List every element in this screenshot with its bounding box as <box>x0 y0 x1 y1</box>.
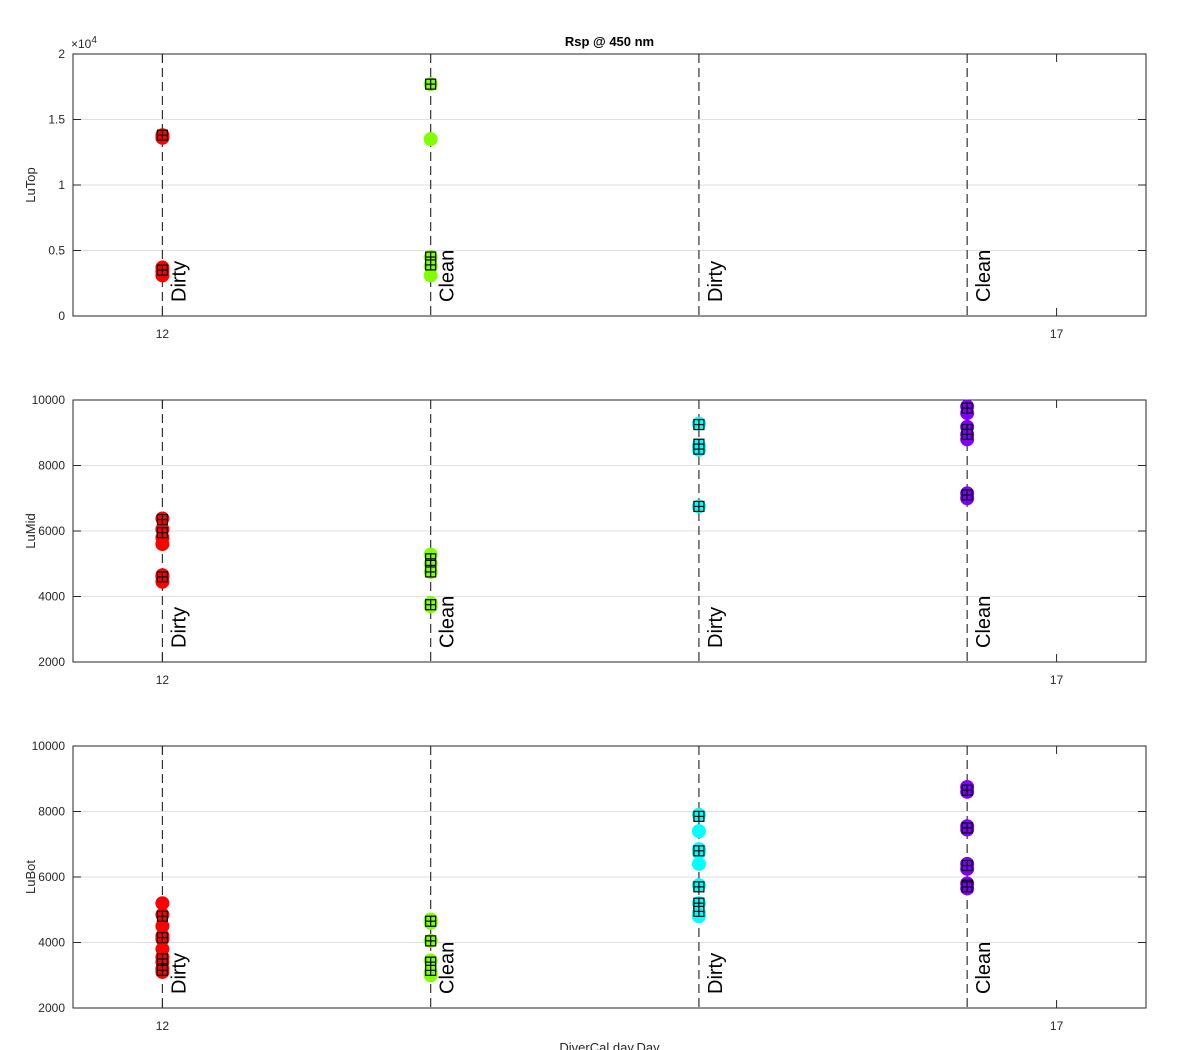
y-tick-label: 2000 <box>38 655 65 669</box>
x-tick-label: 12 <box>156 1019 170 1033</box>
axes-3: 2000 4000 6000 8000 10000 12 17 LuBot DiverCal.d… <box>23 739 1147 1050</box>
annotation-clean: Clean <box>973 942 995 994</box>
annotation-dirty: Dirty <box>168 607 190 648</box>
y-tick-label: 10000 <box>32 393 66 407</box>
annotation-clean: Clean <box>437 596 459 648</box>
annotation-dirty: Dirty <box>168 953 190 994</box>
y-tick-label: 0 <box>58 309 65 323</box>
y-tick-label: 6000 <box>38 524 65 538</box>
y-tick-label: 2000 <box>38 1001 65 1015</box>
annotation-dirty: Dirty <box>705 953 727 994</box>
x-tick-label: 17 <box>1050 1019 1064 1033</box>
annotation-clean: Clean <box>437 250 459 302</box>
x-tick-label: 12 <box>156 673 170 687</box>
axes-2: 2000 4000 6000 8000 10000 12 17 LuMid Dirty Clean… <box>23 393 1147 687</box>
y-exponent-label: ×104 <box>71 35 97 51</box>
chart-title: Rsp @ 450 nm <box>565 34 654 49</box>
x-tick-label: 17 <box>1050 327 1064 341</box>
annotation-clean: Clean <box>973 596 995 648</box>
axes-1: 0 0.5 1 1.5 2 12 17 ×104 LuTop Rsp @ 450 nm Dirty C… <box>23 34 1147 341</box>
data-point-circle <box>155 537 170 552</box>
y-tick-label: 8000 <box>38 459 65 473</box>
y-axis-label: LuBot <box>23 860 38 894</box>
annotation-dirty: Dirty <box>705 607 727 648</box>
y-tick-label: 1 <box>58 178 65 192</box>
y-tick-label: 4000 <box>38 590 65 604</box>
y-tick-label: 10000 <box>32 739 66 753</box>
annotation-dirty: Dirty <box>705 261 727 302</box>
y-tick-label: 1.5 <box>48 113 65 127</box>
x-tick-label: 17 <box>1050 673 1064 687</box>
y-tick-label: 8000 <box>38 805 65 819</box>
data-point-circle <box>423 268 438 283</box>
y-axis-label: LuTop <box>23 167 38 202</box>
annotation-clean: Clean <box>973 250 995 302</box>
y-tick-label: 6000 <box>38 870 65 884</box>
y-tick-label: 4000 <box>38 936 65 950</box>
x-axis-label: DiverCal.day.Day <box>559 1040 660 1050</box>
data-point-circle <box>691 824 706 839</box>
y-tick-label: 2 <box>58 47 65 61</box>
data-point-circle <box>423 132 438 147</box>
y-tick-label: 0.5 <box>48 244 65 258</box>
annotation-clean: Clean <box>437 942 459 994</box>
data-point-circle <box>691 856 706 871</box>
annotation-dirty: Dirty <box>168 261 190 302</box>
y-axis-label: LuMid <box>23 513 38 548</box>
x-tick-label: 12 <box>156 327 170 341</box>
